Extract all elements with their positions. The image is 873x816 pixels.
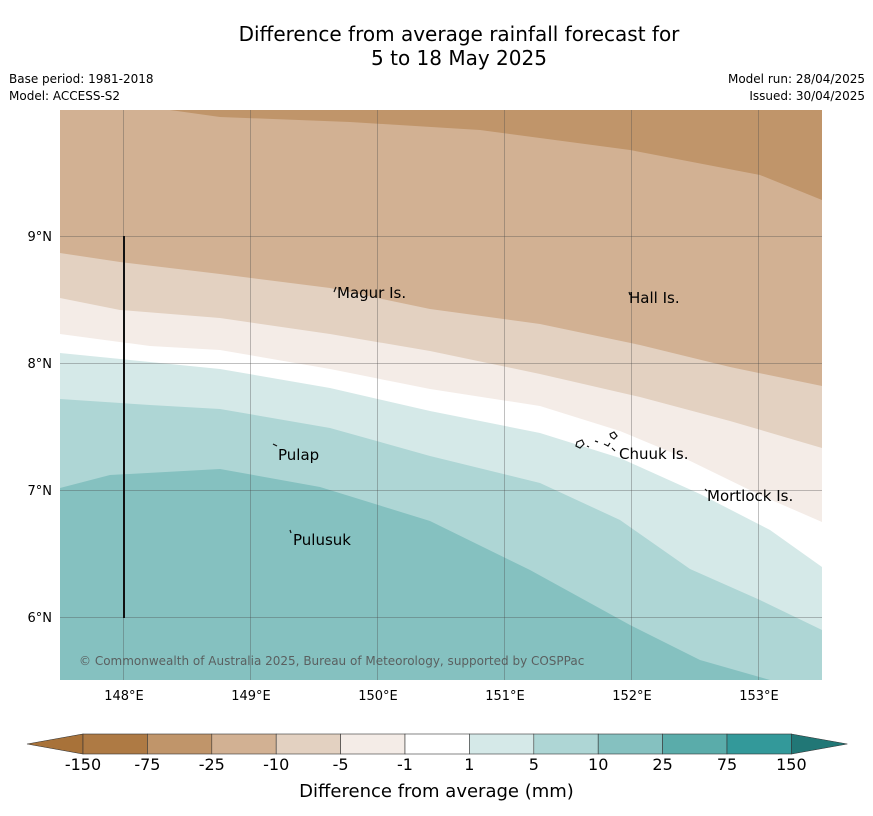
lat-label-7n: 7°N	[28, 484, 53, 499]
colorbar-segment	[662, 733, 728, 755]
colorbar-tick-label: -10	[263, 755, 290, 774]
pulap-island	[272, 443, 278, 447]
colorbar-segment	[597, 733, 663, 755]
magur-island	[333, 286, 337, 293]
colorbar-segment	[726, 733, 792, 755]
colorbar-tick-label: -1	[397, 755, 413, 774]
lat-label-8n: 8°N	[28, 357, 53, 372]
colorbar-title: Difference from average (mm)	[299, 781, 574, 802]
model-name: Model: ACCESS-S2	[9, 89, 121, 103]
lon-label-153e: 153°E	[739, 689, 779, 704]
colorbar-segment	[469, 733, 535, 755]
title-line-1: Difference from average rainfall forecas…	[238, 22, 680, 46]
place-label-pulap: Pulap	[278, 446, 319, 464]
colorbar-segment	[404, 733, 470, 755]
colorbar-tick-label: 5	[528, 755, 539, 774]
colorbar-tick-label: 10	[588, 755, 609, 774]
colorbar-tick-label: 150	[776, 755, 807, 774]
pulusuk-island	[289, 529, 292, 534]
lon-label-150e: 150°E	[358, 689, 398, 704]
colorbar-tick-label: 25	[652, 755, 673, 774]
latitude-labels: 9°N 8°N 7°N 6°N	[28, 230, 53, 626]
lat-label-9n: 9°N	[28, 230, 53, 245]
chuuk-lagoon	[575, 431, 618, 452]
lon-label-151e: 151°E	[485, 689, 525, 704]
colorbar-segment	[147, 733, 213, 755]
issued-date: Issued: 30/04/2025	[749, 89, 865, 103]
hall-island	[628, 291, 631, 296]
copyright-notice: © Commonwealth of Australia 2025, Bureau…	[79, 654, 584, 668]
longitude-labels: 148°E 149°E 150°E 151°E 152°E 153°E	[104, 689, 779, 704]
colorbar-right-extension	[791, 733, 848, 755]
colorbar-segment	[533, 733, 599, 755]
lat-label-6n: 6°N	[28, 611, 53, 626]
colorbar-tick-label: -150	[64, 755, 102, 774]
meta-right: Model run: 28/04/2025 Issued: 30/04/2025	[728, 71, 865, 105]
band-10-to-25	[60, 469, 770, 680]
model-run: Model run: 28/04/2025	[727, 72, 865, 86]
colorbar-tick-label: -75	[134, 755, 161, 774]
lon-label-148e: 148°E	[104, 689, 144, 704]
colorbar-segment	[340, 733, 406, 755]
place-label-magur: Magur Is.	[337, 284, 406, 302]
meta-left: Base period: 1981-2018 Model: ACCESS-S2	[9, 71, 154, 105]
place-label-mortlock: Mortlock Is.	[707, 487, 793, 505]
colorbar-segment	[211, 733, 277, 755]
island-outlines	[272, 286, 708, 534]
base-period: Base period: 1981-2018	[9, 72, 154, 86]
lon-label-149e: 149°E	[231, 689, 271, 704]
place-label-chuuk: Chuuk Is.	[619, 445, 688, 463]
place-label-pulusuk: Pulusuk	[293, 531, 351, 549]
colorbar-segment	[275, 733, 341, 755]
title-line-2: 5 to 18 May 2025	[371, 46, 547, 70]
colorbar-tick-label: -5	[332, 755, 349, 774]
colorbar-tick-label: 1	[464, 755, 475, 774]
lon-label-152e: 152°E	[612, 689, 652, 704]
colorbar-segment	[82, 733, 148, 755]
colorbar	[26, 733, 848, 755]
colorbar-left-extension	[26, 733, 84, 755]
map-plot-area: Magur Is. Hall Is. Pulap Chuuk Is. Mortl…	[60, 110, 822, 680]
colorbar-tick-labels: -150 -75 -25 -10 -5 -1 1 5 10 25 75 150	[0, 755, 873, 777]
colorbar-tick-label: 75	[716, 755, 738, 774]
colorbar-tick-label: -25	[198, 755, 225, 774]
map-title: Difference from average rainfall forecas…	[0, 22, 873, 70]
mortlock-island	[704, 488, 708, 492]
place-label-hall: Hall Is.	[629, 289, 680, 307]
